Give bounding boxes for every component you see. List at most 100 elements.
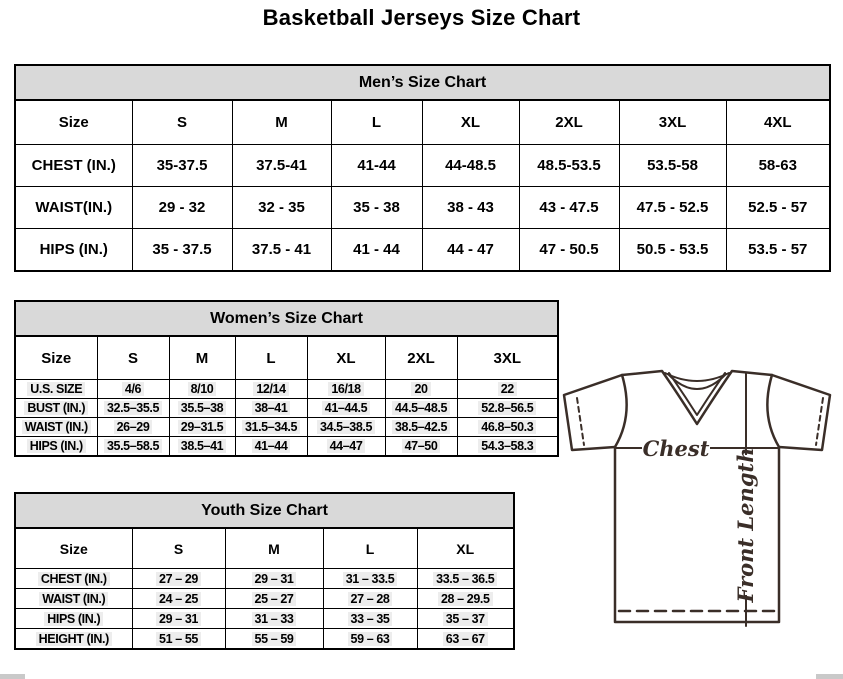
row-label: HEIGHT (IN.): [14, 628, 133, 650]
cell-text: BUST (IN.): [24, 401, 89, 415]
column-header-size: Size: [14, 335, 98, 380]
cell-text: 63 – 67: [442, 631, 488, 646]
cell-text: 35 – 37: [442, 611, 488, 626]
cell-text: 29 – 31: [251, 571, 297, 586]
cell-text: 33 – 35: [347, 611, 393, 626]
women-table-title: Women’s Size Chart: [13, 300, 560, 337]
cell-text: 29 – 31: [156, 611, 201, 626]
size-value-cell: 43 - 47.5: [518, 186, 620, 229]
row-label: U.S. SIZE: [14, 379, 98, 399]
table-row: CHEST (IN.) 35-37.5 37.5-41 41-44 44-48.5 48.…: [14, 144, 831, 187]
column-header-3xl: 3XL: [456, 335, 559, 380]
size-value-cell: 41 - 44: [330, 228, 423, 272]
cell-text: 59 – 63: [347, 631, 393, 646]
size-value-cell: 29 – 31: [224, 568, 324, 589]
size-value-cell: 26–29: [96, 417, 170, 437]
table-row: HIPS (IN.) 35 - 37.5 37.5 - 41 41 - 44 44 - …: [14, 228, 831, 272]
cell-text: HEIGHT (IN.): [35, 631, 112, 646]
size-value-cell: 44-48.5: [421, 144, 520, 187]
size-value-cell: 38.5–41: [168, 436, 236, 457]
size-value-cell: 25 – 27: [224, 588, 324, 609]
womens-size-chart-section: Women’s Size Chart Size S M L XL 2XL 3XL U.S. SI…: [13, 300, 560, 457]
left-sleeve-seam: [613, 373, 628, 449]
front-length-label: Front Length: [733, 448, 758, 604]
chest-label-backdrop: [642, 434, 710, 460]
cell-text: 31 – 33: [251, 611, 297, 626]
cell-text: 29–31.5: [177, 420, 227, 434]
cell-text: WAIST (IN.): [39, 591, 109, 606]
size-value-cell: 48.5-53.5: [518, 144, 620, 187]
size-value-cell: 37.5-41: [231, 144, 332, 187]
front-length-label-backdrop: [734, 455, 759, 595]
cell-text: 31 – 33.5: [342, 571, 398, 586]
cell-text: 41–44.5: [321, 401, 371, 415]
row-label: WAIST(IN.): [14, 186, 133, 229]
size-value-cell: 34.5–38.5: [306, 417, 386, 437]
size-value-cell: 28 – 29.5: [416, 588, 515, 609]
cell-text: 28 – 29.5: [437, 591, 493, 606]
column-header-size: Size: [14, 99, 133, 145]
size-value-cell: 32 - 35: [231, 186, 332, 229]
size-value-cell: 44.5–48.5: [384, 398, 458, 418]
size-value-cell: 12/14: [234, 379, 308, 399]
size-value-cell: 20: [384, 379, 458, 399]
row-label: HIPS (IN.): [14, 228, 133, 272]
size-value-cell: 35 – 37: [416, 608, 515, 629]
jersey-measurement-diagram: Chest Front Length: [562, 369, 832, 627]
column-header-m: M: [168, 335, 236, 380]
column-header-xl: XL: [421, 99, 520, 145]
size-value-cell: 31 – 33.5: [322, 568, 418, 589]
table-row: HEIGHT (IN.) 51 – 55 55 – 59 59 – 63 63 – 67: [14, 628, 515, 650]
youth-size-chart-section: Youth Size Chart Size S M L XL CHEST (IN.) 27 –…: [14, 492, 515, 650]
size-value-cell: 31 – 33: [224, 608, 324, 629]
womens-size-table: Women’s Size Chart Size S M L XL 2XL 3XL U.S. SI…: [13, 300, 560, 457]
size-value-cell: 52.8–56.5: [456, 398, 559, 418]
size-value-cell: 37.5 - 41: [231, 228, 332, 272]
size-value-cell: 59 – 63: [322, 628, 418, 650]
horizontal-scrollbar-fragment-left[interactable]: [0, 674, 25, 679]
cell-text: 44.5–48.5: [391, 401, 450, 415]
cell-text: 27 – 29: [156, 571, 201, 586]
cell-text: 52.8–56.5: [478, 401, 537, 415]
cell-text: 47–50: [401, 439, 441, 453]
row-label: CHEST (IN.): [14, 144, 133, 187]
size-value-cell: 29–31.5: [168, 417, 236, 437]
row-label: HIPS (IN.): [14, 608, 133, 629]
size-value-cell: 46.8–50.3: [456, 417, 559, 437]
table-row: WAIST (IN.) 26–29 29–31.5 31.5–34.5 34.5–38.…: [14, 417, 559, 437]
size-value-cell: 35.5–38: [168, 398, 236, 418]
row-label: HIPS (IN.): [14, 436, 98, 457]
size-value-cell: 24 – 25: [131, 588, 226, 609]
size-value-cell: 38 - 43: [421, 186, 520, 229]
cell-text: 38.5–42.5: [391, 420, 450, 434]
size-value-cell: 47 - 50.5: [518, 228, 620, 272]
cell-text: 26–29: [113, 420, 153, 434]
size-value-cell: 16/18: [306, 379, 386, 399]
size-value-cell: 27 – 28: [322, 588, 418, 609]
cell-text: 35.5–38: [177, 401, 227, 415]
column-header-l: L: [322, 527, 418, 569]
cell-text: 55 – 59: [251, 631, 297, 646]
cell-text: 25 – 27: [251, 591, 297, 606]
size-value-cell: 50.5 - 53.5: [618, 228, 727, 272]
column-header-l: L: [234, 335, 308, 380]
table-row: WAIST (IN.) 24 – 25 25 – 27 27 – 28 28 – 29.…: [14, 588, 515, 609]
size-value-cell: 38–41: [234, 398, 308, 418]
cell-text: 33.5 – 36.5: [433, 571, 498, 586]
table-row: WAIST(IN.) 29 - 32 32 - 35 35 - 38 38 - 43 43…: [14, 186, 831, 229]
size-value-cell: 58-63: [725, 144, 831, 187]
size-value-cell: 52.5 - 57: [725, 186, 831, 229]
row-label: CHEST (IN.): [14, 568, 133, 589]
size-value-cell: 8/10: [168, 379, 236, 399]
column-header-m: M: [224, 527, 324, 569]
size-value-cell: 35-37.5: [131, 144, 233, 187]
column-header-3xl: 3XL: [618, 99, 727, 145]
size-value-cell: 32.5–35.5: [96, 398, 170, 418]
column-header-s: S: [131, 527, 226, 569]
cell-text: 44–47: [326, 439, 366, 453]
mens-size-chart-section: Men’s Size Chart Size S M L XL 2XL 3XL 4XL CHEST …: [13, 64, 832, 272]
cell-text: 46.8–50.3: [478, 420, 537, 434]
cell-text: 27 – 28: [347, 591, 393, 606]
horizontal-scrollbar-fragment-right[interactable]: [816, 674, 843, 679]
size-value-cell: 51 – 55: [131, 628, 226, 650]
